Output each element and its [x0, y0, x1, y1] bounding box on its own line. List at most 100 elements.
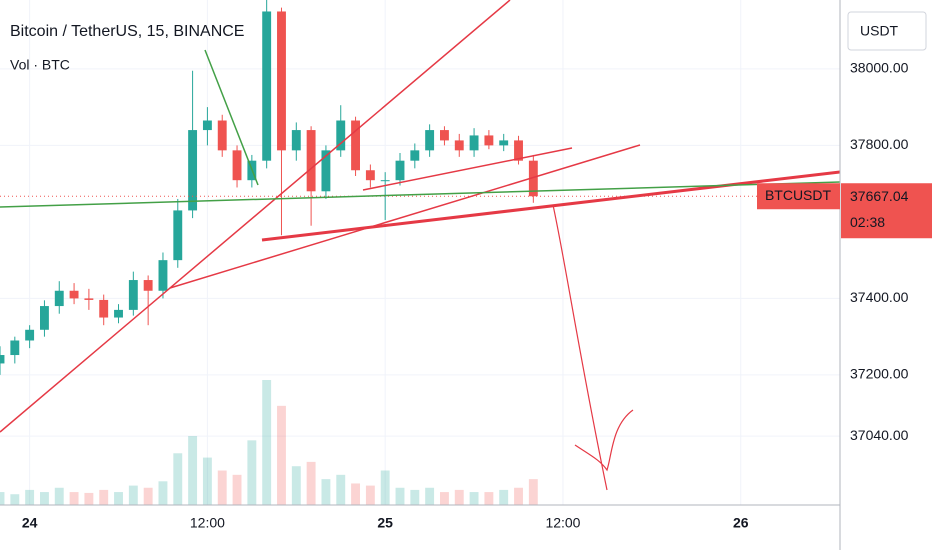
volume-bar [143, 487, 153, 505]
candle-body [365, 170, 375, 181]
candle-body [84, 298, 94, 300]
candle-body [262, 11, 272, 161]
candle-body [217, 120, 227, 151]
volume-bar [114, 492, 123, 505]
candle-body [425, 130, 435, 151]
candle-body [128, 280, 138, 310]
volume-bar [528, 479, 538, 505]
candle-body [454, 140, 464, 151]
candle-body [380, 180, 390, 182]
trend-line [169, 144, 641, 289]
x-tick-label: 12:00 [190, 515, 225, 531]
trend-line [0, 181, 840, 208]
volume-bar [306, 461, 316, 505]
y-tick-label: 37800.00 [850, 136, 909, 152]
currency-box[interactable] [847, 11, 927, 51]
y-tick-label: 37200.00 [850, 366, 909, 382]
volume-bar [291, 466, 301, 505]
volume-bar [128, 485, 138, 505]
volume-bar [0, 492, 5, 505]
candle-body [410, 150, 420, 161]
candle-body [484, 135, 494, 146]
candle-body [10, 340, 20, 356]
candle-body [25, 329, 35, 341]
candle-body [143, 280, 153, 291]
volume-bar [454, 489, 464, 505]
volume-bar [247, 440, 257, 505]
volume-bar [262, 380, 272, 505]
volume-bar [351, 483, 360, 505]
candle-body [114, 309, 123, 318]
volume-bar [336, 474, 346, 505]
volume-bar [321, 479, 331, 505]
volume-bar [425, 487, 435, 505]
trend-line [204, 49, 259, 186]
candle-body [440, 130, 449, 141]
candle-body [0, 355, 5, 364]
volume-bar [158, 481, 168, 505]
candle-body [158, 260, 168, 291]
candle-body [291, 130, 301, 151]
candle-body [528, 160, 538, 197]
x-tick-label: 24 [22, 515, 38, 531]
candle-body [321, 150, 331, 192]
candle-body [40, 306, 49, 330]
candle-body [351, 120, 360, 171]
volume-bar [395, 487, 405, 505]
trend-line [0, 0, 511, 433]
volume-bar [188, 436, 198, 505]
candle-body [336, 120, 346, 151]
volume-bar [173, 453, 183, 505]
currency[interactable]: USDT [860, 23, 899, 39]
y-tick-label: 37400.00 [850, 289, 909, 305]
x-tick-label: 26 [733, 515, 749, 531]
candle-body [99, 299, 109, 318]
volume-bar [202, 457, 212, 505]
candle-body [232, 150, 242, 181]
volume-bar [25, 489, 35, 505]
volume-bar [410, 489, 420, 505]
volume-bar [514, 487, 523, 505]
y-tick-label: 38000.00 [850, 60, 909, 76]
volume-bar [10, 494, 20, 505]
volume-bar [440, 492, 449, 505]
candle-body [54, 290, 64, 307]
candle-body [514, 140, 523, 161]
volume-bar [365, 485, 375, 505]
candle-body [173, 210, 183, 261]
symbol-label-box [757, 183, 840, 210]
chart-title: Bitcoin / TetherUS, 15, BINANCE [10, 23, 244, 40]
volume-bar [217, 470, 227, 505]
volume-bar [54, 487, 64, 505]
volume-bar [84, 492, 94, 505]
volume-bar [69, 492, 79, 505]
candle-body [306, 130, 316, 192]
candle-body [202, 120, 212, 131]
volume-bar [469, 492, 479, 505]
x-tick-label: 25 [377, 515, 393, 531]
candle-body [277, 11, 286, 151]
volume-bar [277, 405, 286, 505]
chart-subtitle: Vol · BTC [10, 57, 70, 73]
volume-bar [40, 492, 49, 505]
symbol-label: BTCUSDT [765, 187, 832, 203]
trend-line [261, 170, 840, 242]
candle-body [188, 130, 198, 211]
volume-bar [380, 470, 390, 505]
volume-bar [484, 492, 494, 505]
arrow-sketch [552, 204, 634, 491]
trend-line [362, 147, 573, 191]
candle-body [69, 290, 79, 299]
x-tick-label: 12:00 [545, 515, 580, 531]
volume-bar [99, 489, 109, 505]
price-label-box [841, 183, 932, 239]
candle-body [499, 140, 509, 146]
price-label: 37667.04 [850, 188, 909, 204]
candle-body [395, 160, 405, 181]
countdown: 02:38 [850, 214, 885, 230]
candle-body [469, 135, 479, 151]
volume-bar [499, 489, 509, 505]
volume-bar [232, 474, 242, 505]
